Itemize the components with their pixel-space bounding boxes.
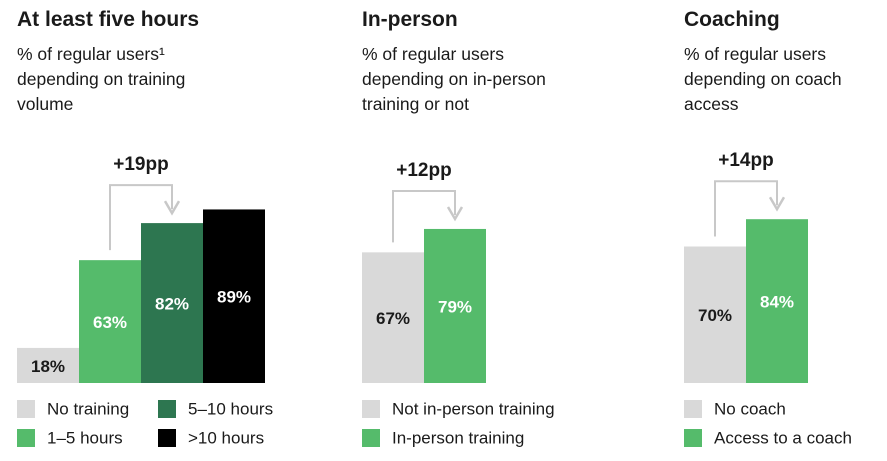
legend-swatch [362,429,380,447]
panel-title: At least five hours [17,8,200,31]
value-label: 79% [438,297,472,316]
value-label: 67% [376,309,410,328]
legend-label: No training [47,399,129,418]
arrow-head [768,196,786,212]
legend-swatch [684,400,702,418]
arrow-head [446,206,464,222]
legend-swatch [362,400,380,418]
annotation: +12pp [396,160,451,181]
panel-title: Coaching [684,8,780,31]
legend-swatch [17,429,35,447]
legend-label: In-person training [392,428,524,447]
panel-subtitle: % of regular users depending on in-perso… [362,44,546,114]
value-label: 89% [217,288,251,307]
bar [17,347,79,383]
bar [424,228,486,383]
panel-subtitle: % of regular users depending on coach ac… [684,44,842,114]
bar [141,223,203,383]
bar [362,252,424,383]
bar [684,246,746,383]
bar [79,260,141,383]
annotation-arrow [109,184,173,251]
legend-label: Access to a coach [714,428,852,447]
annotation-arrow [714,180,778,237]
legend-swatch [17,400,35,418]
panel-title: In-person [362,8,458,31]
value-label: 70% [698,306,732,325]
legend-label: Not in-person training [392,399,555,418]
legend-label: No coach [714,399,786,418]
value-label: 63% [93,313,127,332]
annotation-arrow [392,189,456,243]
value-label: 18% [31,357,65,376]
legend-swatch [158,400,176,418]
bar [746,219,808,383]
legend-swatch [684,429,702,447]
bar [203,209,265,383]
value-label: 82% [155,295,189,314]
arrow-head [163,200,181,216]
panel-subtitle: % of regular users¹ depending on trainin… [17,44,186,114]
legend-label: 1–5 hours [47,428,123,447]
legend-label: >10 hours [188,428,264,447]
annotation: +19pp [113,154,168,175]
legend-label: 5–10 hours [188,399,273,418]
annotation: +14pp [718,150,773,171]
legend-swatch [158,429,176,447]
value-label: 84% [760,293,794,312]
